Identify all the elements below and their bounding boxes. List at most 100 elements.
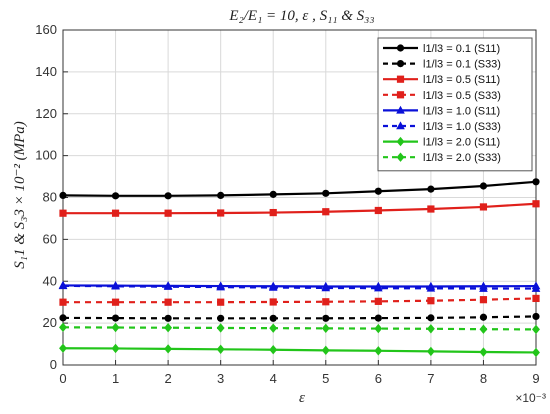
- data-point: [479, 347, 488, 357]
- y-tick-label: 100: [35, 148, 57, 163]
- data-point: [164, 323, 173, 333]
- series-6: [59, 343, 540, 358]
- data-point: [426, 346, 435, 357]
- legend-label: l1/l3 = 1.0 (S11): [423, 105, 500, 117]
- data-point: [479, 324, 488, 334]
- data-point: [374, 314, 382, 322]
- data-point: [58, 281, 68, 290]
- series-line: [62, 326, 537, 331]
- legend-swatch-marker: [396, 136, 405, 147]
- series-7: [59, 322, 540, 335]
- data-point: [532, 294, 540, 303]
- data-point: [426, 324, 435, 334]
- data-point: [532, 200, 540, 208]
- data-point: [427, 297, 435, 305]
- data-point: [532, 178, 540, 186]
- y-tick-label: 0: [50, 357, 57, 372]
- data-point: [269, 323, 278, 333]
- x-tick-label: 6: [375, 371, 382, 386]
- data-point: [269, 298, 277, 306]
- legend-box: [377, 37, 533, 172]
- legend-entry: l1/l3 = 0.5 (S11): [383, 74, 500, 86]
- series-line: [63, 202, 537, 215]
- data-point: [217, 209, 225, 217]
- legend-swatch-marker: [396, 44, 405, 52]
- series-line: [63, 297, 537, 304]
- data-point: [532, 312, 540, 321]
- legend-label: l1/l3 = 0.5 (S11): [423, 74, 500, 86]
- series-line: [62, 180, 537, 197]
- y-tick-label: 60: [43, 231, 57, 246]
- data-point: [269, 190, 277, 198]
- legend-swatch-marker: [396, 75, 405, 83]
- data-point: [216, 344, 225, 354]
- data-point: [111, 209, 120, 217]
- data-point: [216, 282, 225, 291]
- legend-swatch-marker: [396, 105, 405, 114]
- y-axis-label: S₁1 & S₃3 × 10⁻² (MPa): [12, 121, 28, 269]
- legend-entry: l1/l3 = 2.0 (S33): [383, 152, 501, 164]
- series-line: [62, 347, 537, 354]
- chart-title: E₂/E₁ = 10, ε , S₁₁ & S₃₃: [228, 8, 374, 24]
- data-point: [268, 282, 278, 291]
- data-point: [164, 344, 173, 354]
- legend-entry: l1/l3 = 2.0 (S11): [383, 137, 500, 149]
- legend-entry: l1/l3 = 0.5 (S33): [383, 90, 501, 102]
- series-line: [62, 315, 537, 320]
- data-point: [59, 298, 67, 306]
- legend-label: l1/l3 = 0.1 (S33): [423, 59, 501, 71]
- x-axis-label: ε: [299, 390, 305, 406]
- data-point: [321, 323, 330, 334]
- legend-label: l1/l3 = 0.5 (S33): [423, 90, 501, 102]
- data-point: [111, 343, 120, 354]
- x-tick-label: 9: [532, 371, 539, 386]
- data-point: [532, 324, 540, 335]
- y-tick-label: 80: [43, 190, 57, 205]
- data-point: [532, 347, 540, 358]
- data-point: [111, 314, 120, 322]
- data-point: [269, 314, 277, 322]
- data-point: [374, 346, 383, 356]
- data-point: [164, 298, 172, 306]
- series-5: [58, 281, 541, 292]
- data-point: [374, 187, 382, 195]
- data-point: [217, 191, 225, 200]
- x-tick-label: 8: [480, 371, 487, 386]
- series-1: [59, 312, 540, 322]
- data-point: [216, 323, 225, 333]
- x-tick-label: 1: [112, 371, 119, 386]
- data-point: [59, 209, 67, 217]
- data-point: [269, 345, 278, 355]
- y-tick-label: 160: [35, 22, 57, 37]
- x-tick-label: 0: [59, 371, 66, 386]
- data-point: [479, 283, 488, 292]
- data-point: [321, 345, 330, 356]
- series-line: [62, 284, 536, 290]
- data-point: [59, 191, 67, 200]
- data-point: [163, 282, 173, 290]
- data-point: [59, 322, 67, 332]
- series-2: [59, 200, 540, 217]
- x-exponent-label: ×10⁻³: [515, 391, 546, 405]
- data-point: [374, 297, 382, 305]
- data-point: [322, 314, 330, 322]
- x-tick-label: 3: [217, 371, 224, 386]
- legend-entry: l1/l3 = 0.1 (S33): [383, 59, 501, 71]
- data-point: [217, 314, 225, 322]
- series-3: [59, 294, 540, 306]
- data-point: [479, 182, 488, 190]
- legend-entry: l1/l3 = 1.0 (S33): [383, 121, 501, 133]
- data-point: [426, 283, 436, 292]
- legend: l1/l3 = 0.1 (S11) l1/l3 = 0.1 (S33) l1/l3 …: [377, 37, 533, 172]
- data-point: [321, 283, 331, 292]
- y-tick-label: 140: [35, 64, 57, 79]
- y-tick-label: 20: [43, 315, 57, 330]
- data-point: [164, 314, 172, 322]
- x-tick-label: 2: [164, 371, 171, 386]
- data-point: [479, 203, 488, 211]
- data-point: [322, 189, 330, 197]
- legend-entry: l1/l3 = 0.1 (S11): [383, 43, 500, 55]
- y-tick-label: 40: [43, 273, 57, 288]
- legend-entry: l1/l3 = 1.0 (S11): [383, 105, 500, 117]
